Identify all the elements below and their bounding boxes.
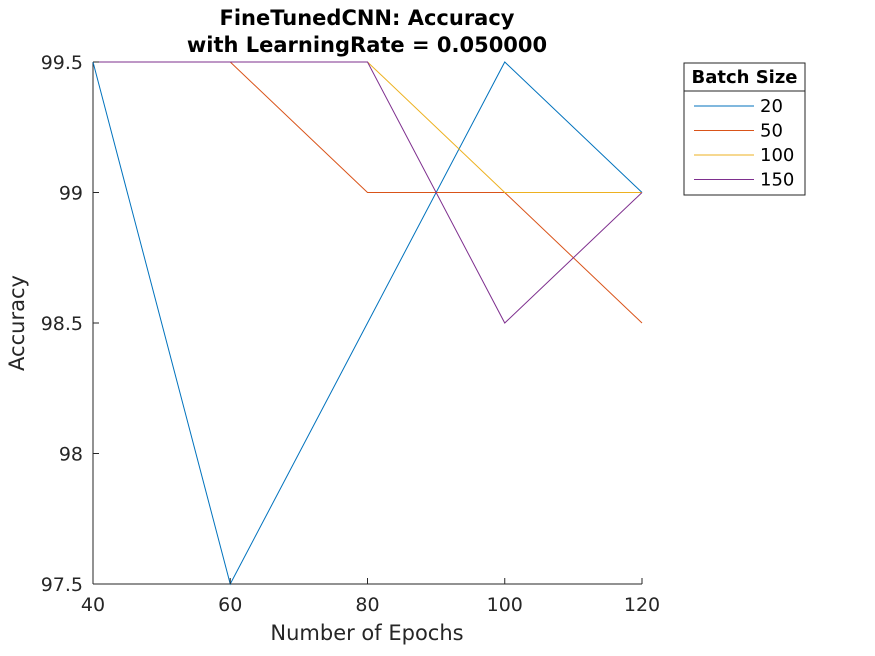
x-tick-label: 80 bbox=[355, 594, 379, 616]
legend-label-100: 100 bbox=[760, 145, 794, 166]
legend: Batch Size 20 50 100 150 bbox=[683, 62, 806, 196]
series-line-20 bbox=[92, 61, 643, 586]
y-tick-label: 98.5 bbox=[41, 313, 83, 335]
y-tick-label: 99.5 bbox=[41, 52, 83, 74]
x-tick-label: 40 bbox=[81, 594, 105, 616]
legend-label-50: 50 bbox=[760, 121, 783, 142]
legend-label-150: 150 bbox=[760, 170, 794, 191]
legend-title: Batch Size bbox=[691, 67, 797, 88]
x-tick-label: 120 bbox=[624, 594, 660, 616]
y-tick-label: 98 bbox=[59, 444, 83, 466]
legend-box bbox=[683, 62, 806, 196]
x-tick-label: 100 bbox=[487, 594, 523, 616]
legend-label-20: 20 bbox=[760, 96, 783, 117]
series-layer bbox=[92, 61, 643, 586]
x-axis-label: Number of Epochs bbox=[270, 621, 463, 645]
x-tick-label: 60 bbox=[218, 594, 242, 616]
chart-title-line-1: FineTunedCNN: Accuracy bbox=[220, 6, 515, 30]
y-axis: 97.5 98 98.5 99 99.5 bbox=[41, 52, 99, 596]
y-axis-label: Accuracy bbox=[5, 275, 29, 371]
y-tick-label: 99 bbox=[59, 183, 83, 205]
x-axis: 40 60 80 100 120 bbox=[81, 578, 660, 616]
chart-title-line-2: with LearningRate = 0.050000 bbox=[187, 33, 547, 57]
series-line-150 bbox=[93, 61, 643, 324]
y-tick-label: 97.5 bbox=[41, 574, 83, 596]
